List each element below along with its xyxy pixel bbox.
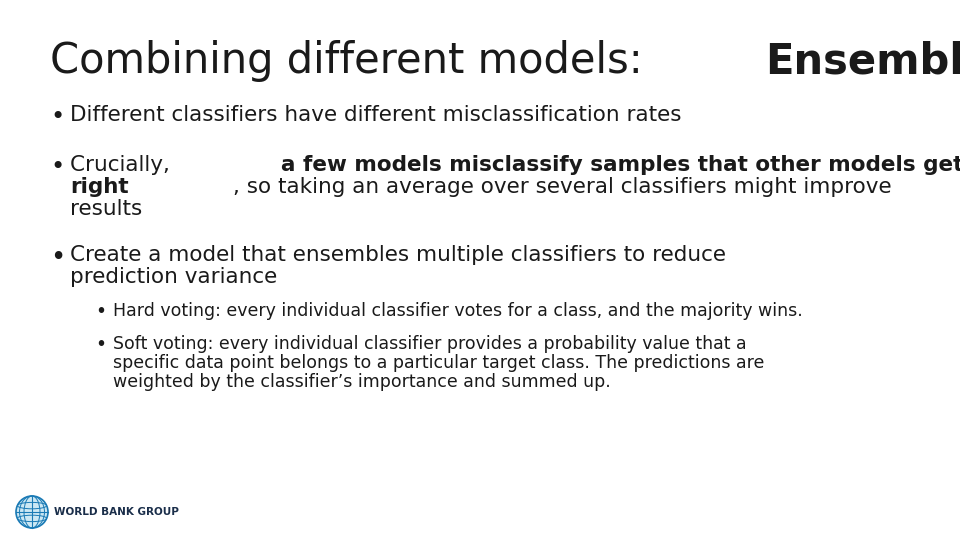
Text: Different classifiers have different misclassification rates: Different classifiers have different mis…: [70, 105, 682, 125]
Text: •: •: [50, 155, 64, 179]
Text: Ensembles: Ensembles: [765, 40, 960, 82]
Text: weighted by the classifier’s importance and summed up.: weighted by the classifier’s importance …: [113, 373, 611, 391]
Text: •: •: [50, 105, 64, 129]
Text: Create a model that ensembles multiple classifiers to reduce: Create a model that ensembles multiple c…: [70, 245, 726, 265]
Text: •: •: [95, 335, 107, 354]
Text: •: •: [50, 245, 65, 271]
Text: •: •: [95, 302, 107, 321]
Circle shape: [16, 496, 48, 528]
Text: Hard voting: every individual classifier votes for a class, and the majority win: Hard voting: every individual classifier…: [113, 302, 803, 320]
Text: a few models misclassify samples that other models get: a few models misclassify samples that ot…: [281, 155, 960, 175]
Text: results: results: [70, 199, 142, 219]
Text: Crucially,: Crucially,: [70, 155, 177, 175]
Text: Combining different models:: Combining different models:: [50, 40, 656, 82]
Text: Soft voting: every individual classifier provides a probability value that a: Soft voting: every individual classifier…: [113, 335, 747, 353]
Text: specific data point belongs to a particular target class. The predictions are: specific data point belongs to a particu…: [113, 354, 764, 372]
Text: , so taking an average over several classifiers might improve: , so taking an average over several clas…: [233, 177, 892, 197]
Text: right: right: [70, 177, 129, 197]
Text: prediction variance: prediction variance: [70, 267, 277, 287]
Text: WORLD BANK GROUP: WORLD BANK GROUP: [54, 507, 179, 517]
